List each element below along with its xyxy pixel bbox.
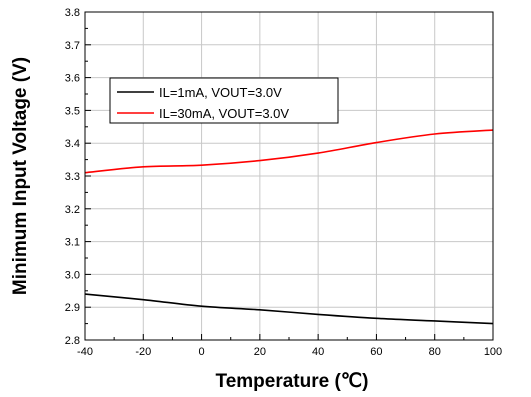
x-tick-label: 80 — [429, 346, 441, 358]
y-tick-label: 3.3 — [65, 171, 80, 183]
x-tick-label: 40 — [312, 346, 324, 358]
y-tick-label: 3.0 — [65, 269, 80, 281]
y-tick-label: 3.4 — [65, 138, 80, 150]
legend-label-1mA: IL=1mA, VOUT=3.0V — [159, 85, 282, 100]
y-tick-label: 3.2 — [65, 204, 80, 216]
y-tick-label: 3.7 — [65, 40, 80, 52]
y-tick-label: 3.8 — [65, 7, 80, 19]
y-tick-label: 3.1 — [65, 237, 80, 249]
x-tick-label: 20 — [254, 346, 266, 358]
x-axis-ticks: -40 -20 0 20 40 60 80 100 — [77, 334, 502, 358]
x-tick-label: 0 — [199, 346, 205, 358]
plot-frame — [84, 11, 494, 341]
x-tick-label: -40 — [77, 346, 93, 358]
x-tick-label: -20 — [135, 346, 151, 358]
y-tick-label: 3.5 — [65, 105, 80, 117]
y-tick-label: 2.8 — [65, 335, 80, 347]
x-tick-label: 100 — [484, 346, 502, 358]
series-line-1 — [84, 129, 494, 174]
y-tick-label: 3.6 — [65, 73, 80, 85]
legend-box — [109, 77, 339, 124]
legend-label-30mA: IL=30mA, VOUT=3.0V — [159, 106, 289, 121]
x-tick-label: 60 — [370, 346, 382, 358]
y-axis-title: Minimum Input Voltage (V) — [10, 57, 31, 295]
x-axis-title: Temperature (℃) — [216, 371, 369, 392]
y-tick-label: 2.9 — [65, 302, 80, 314]
data-series — [84, 129, 494, 325]
series-line-0 — [84, 293, 494, 325]
legend: IL=1mA, VOUT=3.0V IL=30mA, VOUT=3.0V — [109, 77, 339, 124]
